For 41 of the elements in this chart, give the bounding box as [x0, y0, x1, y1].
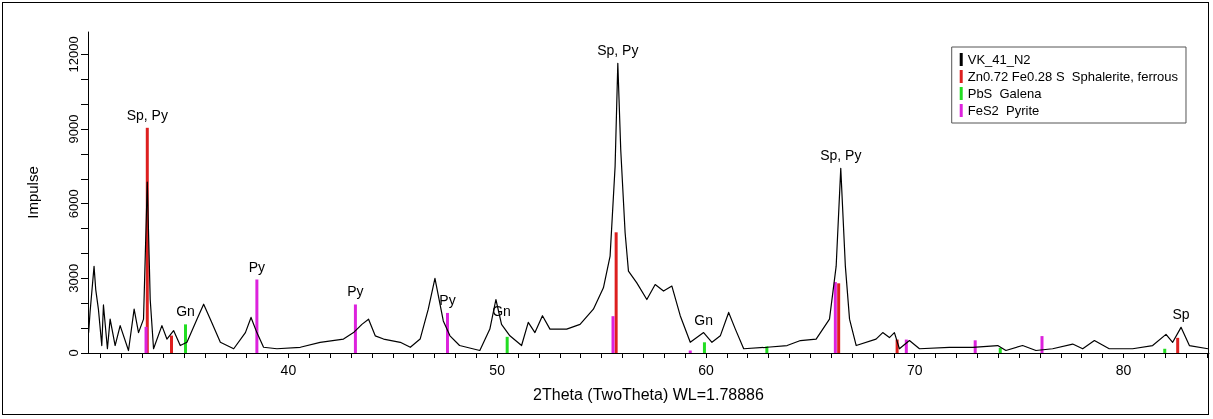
y-tick-label: 9000 [66, 114, 81, 144]
bar [614, 232, 618, 353]
legend-label: VK_41_N2 [967, 52, 1031, 67]
bar [611, 316, 615, 353]
bar [833, 282, 837, 353]
bar [183, 324, 187, 353]
bar [445, 312, 449, 353]
annotation: Sp, Py [126, 106, 168, 123]
x-tick-label: 40 [280, 362, 297, 378]
bar [144, 326, 148, 353]
bar [1176, 337, 1180, 353]
x-tick-label: 50 [489, 362, 506, 378]
annotation: Py [248, 258, 266, 275]
x-axis-title: 2Theta (TwoTheta) WL=1.78886 [533, 385, 764, 403]
y-axis-title: Impulse [24, 166, 41, 219]
bar [702, 342, 706, 353]
annotation: Sp, Py [820, 147, 862, 164]
y-tick-label: 12000 [66, 36, 81, 73]
annotation: Py [439, 291, 456, 308]
bar [505, 336, 509, 353]
annotation: Gn [694, 311, 713, 328]
x-tick-label: 70 [906, 362, 923, 378]
bar [837, 283, 841, 353]
y-tick-label: 3000 [66, 263, 81, 293]
bar [1163, 348, 1167, 353]
annotation: Sp [1172, 306, 1190, 323]
bar [255, 279, 259, 353]
bar [1040, 336, 1044, 353]
legend-label: FeS2 Pyrite [967, 103, 1040, 118]
annotation: Py [347, 283, 364, 300]
y-tick-label: 0 [66, 349, 81, 357]
y-tick-label: 6000 [66, 189, 81, 219]
bar [353, 304, 357, 353]
x-tick-label: 80 [1115, 362, 1132, 378]
legend-label: PbS Galena [967, 86, 1043, 101]
bar [998, 348, 1002, 353]
x-tick-label: 60 [698, 362, 714, 378]
legend-label: Zn0.72 Fe0.28 S Sphalerite, ferrous [967, 69, 1179, 84]
annotation: Sp, Py [597, 42, 639, 59]
bar [170, 335, 173, 353]
annotation: Gn [176, 303, 195, 320]
